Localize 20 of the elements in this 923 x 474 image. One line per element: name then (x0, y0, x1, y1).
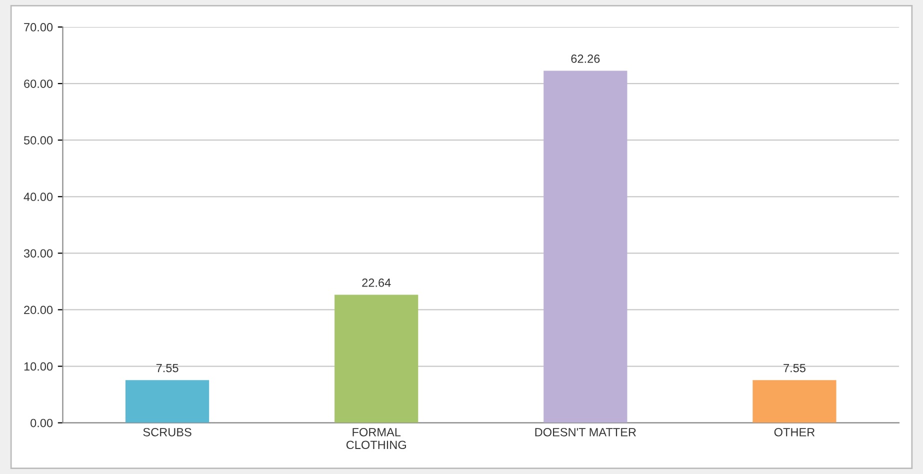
y-tick-label: 10.00 (24, 362, 53, 371)
bar (544, 70, 628, 423)
y-tick-label: 50.00 (24, 136, 53, 144)
x-tick-label: OTHER (774, 428, 815, 436)
data-label: 7.55 (784, 364, 806, 372)
y-tick-label: 0.00 (30, 418, 53, 428)
data-label: 62.26 (571, 54, 600, 63)
y-tick-label: 60.00 (24, 80, 53, 88)
x-tick-label: SCRUBS (143, 428, 192, 436)
x-tick-label: DOESN'T MATTER (535, 428, 636, 436)
data-label: 22.64 (362, 278, 391, 287)
x-tick-label: FORMAL CLOTHING (346, 428, 406, 450)
data-label: 7.55 (156, 364, 178, 372)
y-tick-label: 40.00 (24, 192, 53, 202)
y-tick-label: 70.00 (24, 23, 53, 32)
bar (334, 294, 418, 423)
bar (752, 380, 836, 423)
bar (125, 380, 210, 423)
y-tick-label: 20.00 (24, 306, 53, 314)
y-tick-label: 30.00 (24, 249, 53, 258)
